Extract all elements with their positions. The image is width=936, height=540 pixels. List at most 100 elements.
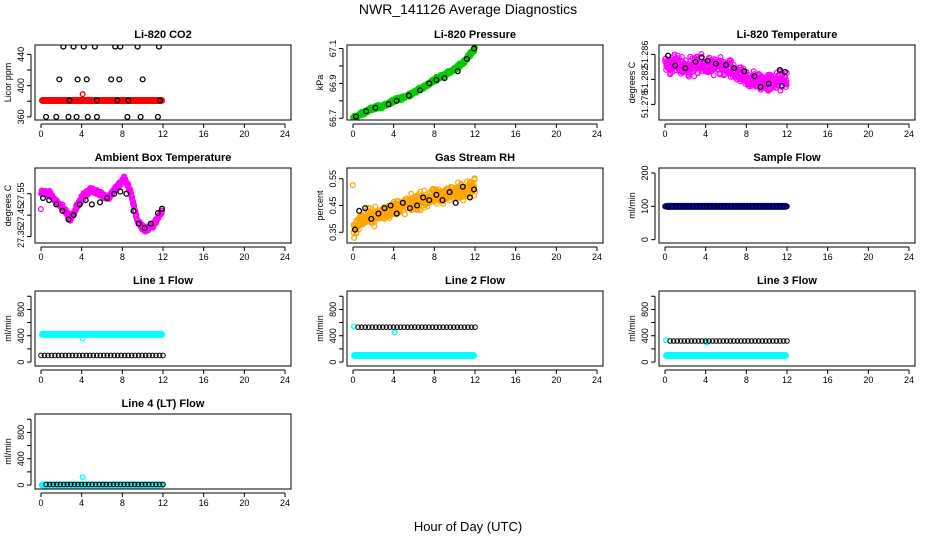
data-point [79,474,86,481]
data-point [80,352,86,359]
series-sample [350,45,478,120]
data-point [390,324,397,330]
x-tick-label: 20 [551,375,561,385]
data-point [96,481,103,488]
data-point [776,66,783,74]
data-point [118,352,124,359]
data-point [770,338,776,344]
y-axis-label: Licor ppm [3,63,13,103]
y-axis-label: percent [315,190,325,221]
panel-title: Line 3 Flow [757,275,817,287]
data-point [139,76,146,83]
data-point [759,338,765,344]
data-point [422,324,429,330]
data-point [784,338,790,344]
data-point [350,323,358,330]
data-point [91,45,98,50]
data-point [372,324,379,330]
x-tick-label: 0 [350,129,355,139]
data-layer [38,474,166,489]
data-layer [39,45,165,120]
data-point [156,352,163,359]
data-point [751,73,758,80]
data-point [372,104,379,111]
series-sample [39,330,165,338]
data-point [76,201,83,208]
x-tick-label: 12 [158,252,168,262]
y-axis: 0 400 800 [16,295,32,365]
data-point [692,58,699,65]
data-layer [662,337,790,359]
data-layer [38,330,166,359]
series-cycle-values [355,324,478,330]
y-axis-label: ml/min [627,315,637,342]
data-point [117,45,124,50]
data-point [700,203,707,210]
data-point [417,87,424,94]
data-point [154,113,161,120]
data-point [130,201,137,208]
series-reference [79,91,86,98]
data-point [114,352,121,359]
x-tick-label: 12 [782,129,792,139]
plot-frame [34,44,292,121]
x-tick-label: 12 [470,252,480,262]
data-point [413,202,421,209]
data-point [411,324,418,330]
y-axis: 0 400 800 [328,295,344,365]
x-tick-label: 0 [662,129,667,139]
data-point [433,324,439,330]
data-point [399,199,406,206]
data-point [454,324,461,330]
y-tick-label: 27.35 [16,225,26,248]
panel-title: Ambient Box Temperature [95,152,232,164]
data-point [138,481,145,488]
data-point [92,481,99,488]
data-point [87,352,93,359]
plot-frame [658,44,916,121]
data-point [393,97,400,104]
data-point [45,352,51,359]
data-point [125,352,131,359]
data-point [90,352,97,359]
x-tick-label: 16 [823,129,833,139]
y-tick-label: 27.55 [16,182,26,205]
data-point [70,45,77,50]
data-point [721,203,728,210]
data-point [683,203,689,210]
x-tick-label: 20 [551,129,561,139]
x-tick-label: 4 [79,498,84,508]
data-point [714,203,721,210]
data-point [103,481,110,488]
panel-title: Line 4 (LT) Flow [122,398,205,410]
series-sample [663,351,789,359]
data-point [349,182,356,189]
y-axis: 0 400 800 [640,295,656,365]
plot-frame [34,167,292,244]
series-cycle-values [43,45,164,120]
data-point [372,203,379,210]
data-point [690,203,696,210]
data-point [116,76,123,83]
data-point [773,203,780,210]
data-point [670,338,677,344]
data-point [107,481,113,488]
data-point [146,352,152,359]
y-axis-label: ml/min [3,438,13,465]
series-cycle-values [664,52,789,90]
data-point [693,203,700,210]
x-axis: 0 4 8 12 16 20 24 [38,246,290,262]
y-tick-label: 0.35 [328,224,338,242]
data-point [757,83,764,90]
data-point [114,481,120,488]
data-point [393,210,400,217]
data-point [71,481,78,488]
y-tick-label: 66.9 [328,75,338,93]
data-point [121,352,128,359]
data-band [351,351,477,359]
data-point [82,481,88,488]
panel-title: Line 1 Flow [133,275,193,287]
series-sample-avg [39,96,165,104]
